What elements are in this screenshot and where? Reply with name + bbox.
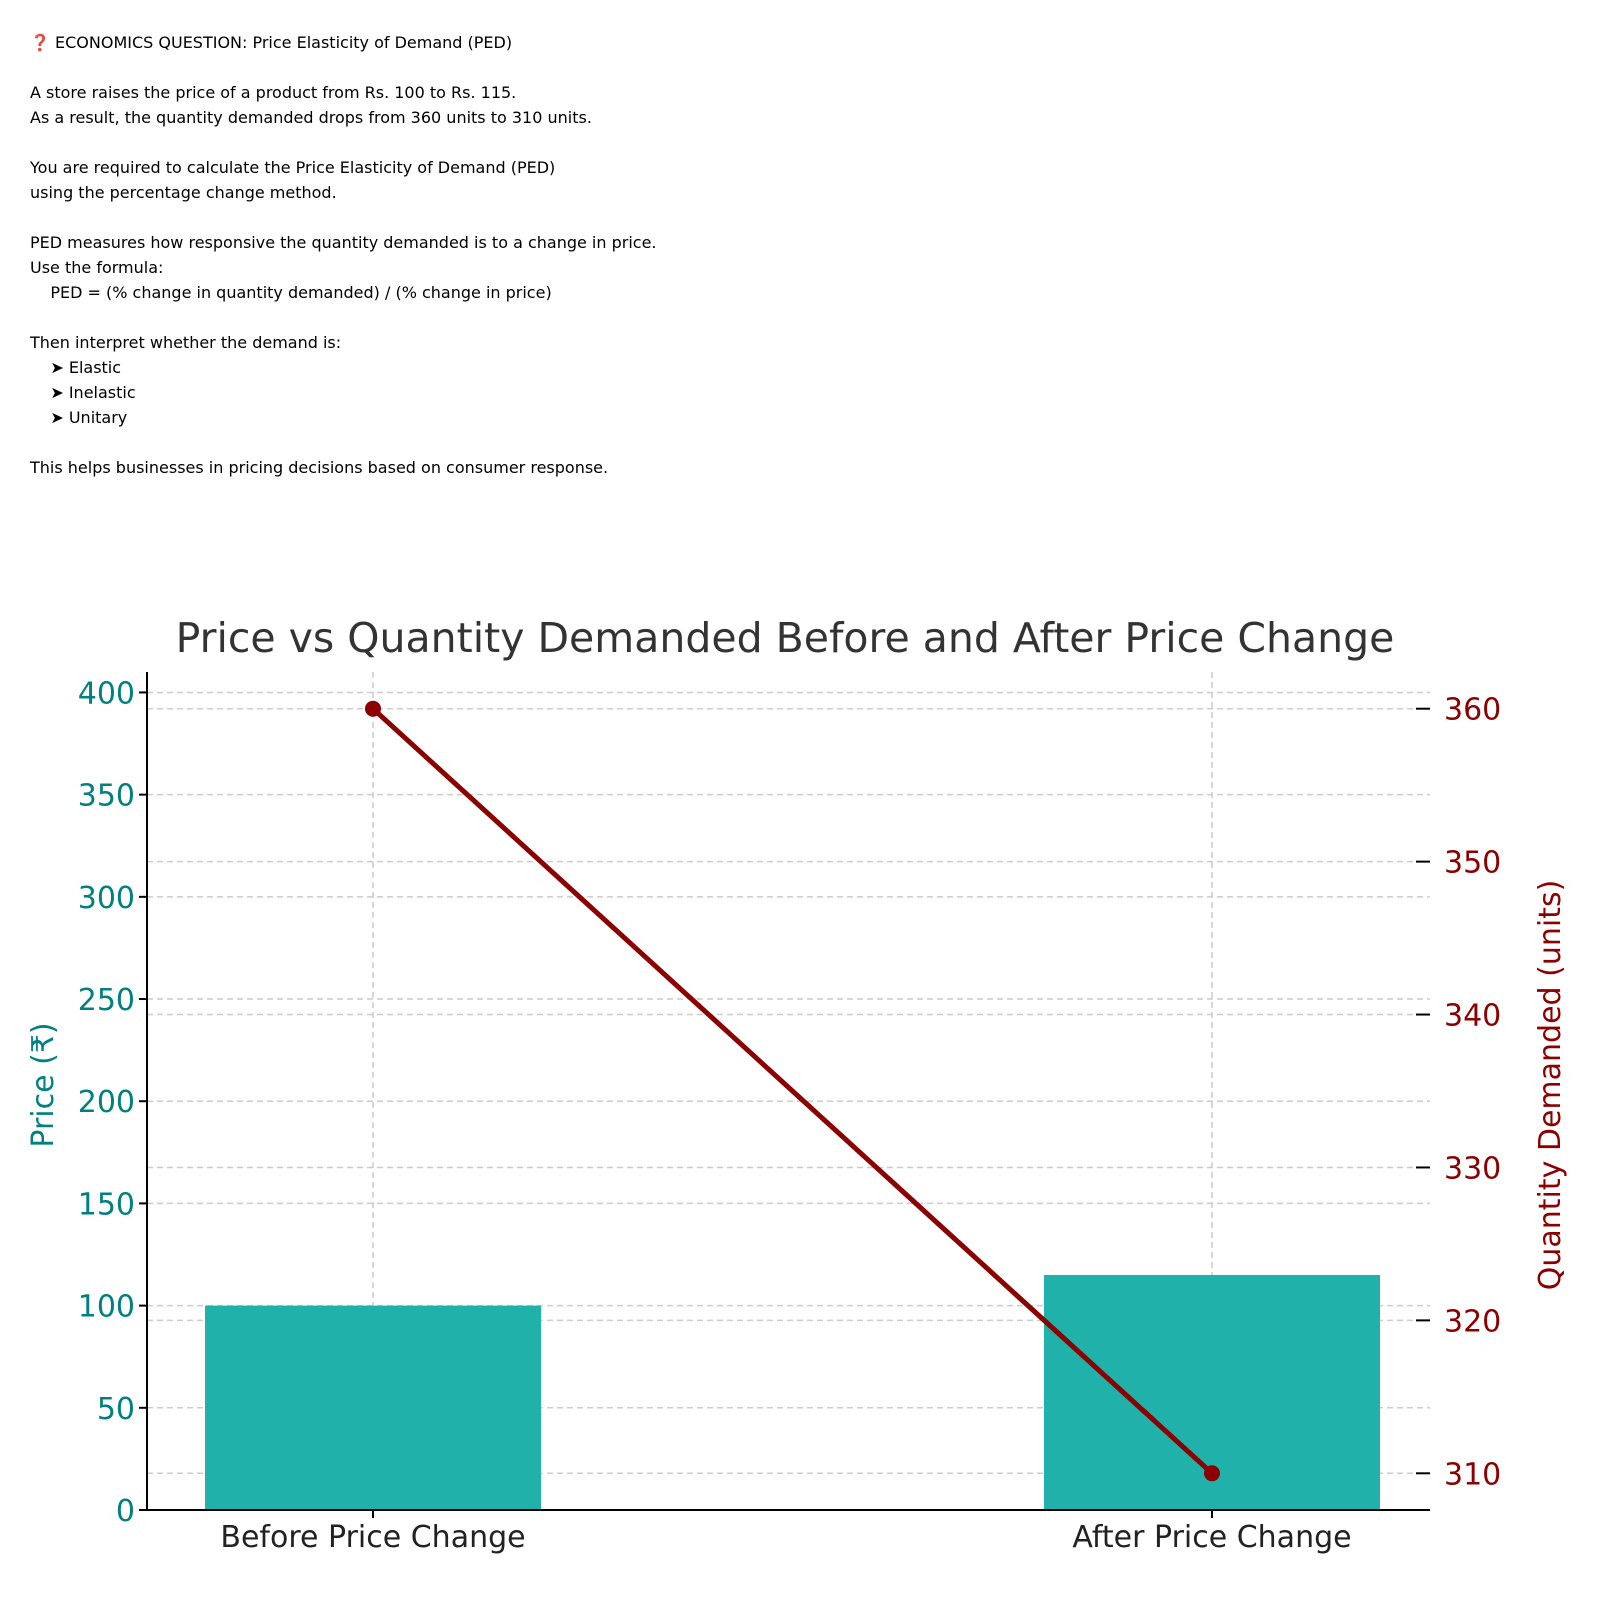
y-tick-label-right: 310: [1444, 1457, 1501, 1492]
y-tick-label-left: 200: [78, 1085, 135, 1120]
question-line: This helps businesses in pricing decisio…: [30, 458, 609, 477]
y-tick-label-left: 50: [97, 1392, 135, 1427]
y-axis-label-left: Price (₹): [26, 1022, 61, 1147]
question-line: using the percentage change method.: [30, 183, 337, 202]
quantity-point: [1204, 1465, 1220, 1482]
price-bar: [205, 1305, 541, 1510]
y-tick-label-left: 350: [78, 779, 135, 814]
question-text: ❓ ECONOMICS QUESTION: Price Elasticity o…: [30, 30, 930, 480]
y-tick-label-right: 360: [1444, 693, 1501, 728]
question-line: You are required to calculate the Price …: [30, 158, 556, 177]
y-tick-label-left: 100: [78, 1290, 135, 1325]
y-tick-label-left: 250: [78, 983, 135, 1018]
y-tick-label-right: 340: [1444, 999, 1501, 1034]
quantity-line: [365, 700, 1220, 1482]
y-tick-label-right: 350: [1444, 846, 1501, 881]
question-line: A store raises the price of a product fr…: [30, 83, 517, 102]
question-line: ➤ Inelastic: [30, 383, 136, 402]
y-tick-label-right: 320: [1444, 1304, 1501, 1339]
y-tick-label-left: 150: [78, 1187, 135, 1222]
quantity-point: [365, 700, 381, 717]
grid-lines: [147, 672, 1430, 1510]
axes: 0 50 100 150 200 250 300 350 400 310 320 330 340 350 3…: [78, 672, 1501, 1555]
y-tick-label-right: 330: [1444, 1151, 1501, 1186]
y-axis-label-right: Quantity Demanded (units): [1533, 880, 1568, 1291]
y-tick-label-left: 0: [116, 1494, 135, 1529]
question-line: ➤ Unitary: [30, 408, 128, 427]
x-tick-label: After Price Change: [1072, 1520, 1351, 1555]
price-bars: [205, 1274, 1380, 1510]
question-line: As a result, the quantity demanded drops…: [30, 108, 592, 127]
quantity-line-path: [371, 706, 1214, 1476]
question-line: ❓ ECONOMICS QUESTION: Price Elasticity o…: [30, 33, 513, 52]
question-line: ➤ Elastic: [30, 358, 122, 377]
x-tick-label: Before Price Change: [220, 1520, 525, 1555]
question-line: PED measures how responsive the quantity…: [30, 233, 657, 252]
y-tick-label-left: 300: [78, 881, 135, 916]
chart-title: Price vs Quantity Demanded Before and Af…: [176, 614, 1395, 662]
question-line: Then interpret whether the demand is:: [30, 333, 342, 352]
question-line: PED = (% change in quantity demanded) / …: [30, 283, 552, 302]
y-tick-label-left: 400: [78, 676, 135, 711]
question-line: Use the formula:: [30, 258, 164, 277]
